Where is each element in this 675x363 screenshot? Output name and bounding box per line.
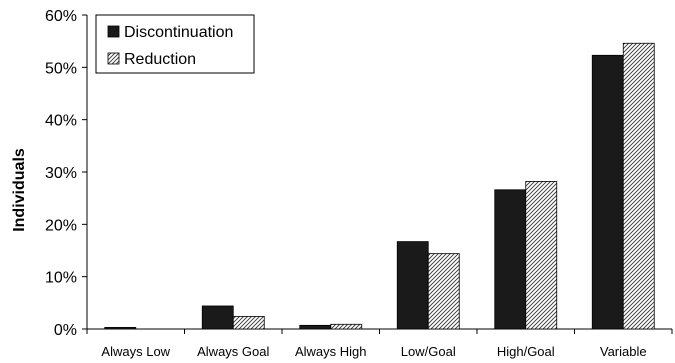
bars	[104, 42, 655, 330]
legend-swatch-discontinuation	[107, 25, 120, 38]
bar-reduction-always-goal	[232, 316, 265, 330]
legend-box	[95, 14, 255, 74]
y-axis-title: Individuals	[11, 148, 28, 232]
y-tick-label: 20%	[45, 217, 77, 234]
legend-swatch-reduction	[107, 52, 120, 65]
legend-label-reduction: Reduction	[124, 51, 196, 68]
bar-reduction-low-goal	[427, 253, 460, 330]
bar-discontinuation-always-goal	[201, 305, 234, 330]
y-axis: 0% 10% 20% 30% 40% 50% 60%	[45, 8, 88, 339]
bar-reduction-high-goal	[525, 181, 558, 330]
bar-discontinuation-high-goal	[494, 189, 527, 330]
y-tick-label: 0%	[54, 322, 77, 339]
y-tick-label: 30%	[45, 165, 77, 182]
y-tick-label: 60%	[45, 8, 77, 25]
category-label: Variable	[600, 344, 647, 359]
y-tick-label: 40%	[45, 113, 77, 130]
category-label: Always Low	[101, 344, 170, 359]
category-label: Always Goal	[197, 344, 269, 359]
y-tick-label: 10%	[45, 270, 77, 287]
legend-label-discontinuation: Discontinuation	[124, 24, 233, 41]
y-tick-label: 50%	[45, 60, 77, 77]
legend: Discontinuation Reduction	[95, 14, 255, 74]
x-axis	[86, 328, 673, 334]
bar-discontinuation-variable	[591, 54, 624, 330]
bar-discontinuation-always-low	[104, 327, 137, 330]
category-label: Always High	[295, 344, 367, 359]
bar-reduction-always-high	[330, 323, 363, 330]
category-label: Low/Goal	[401, 344, 456, 359]
category-labels: Always Low Always Goal Always High Low/Goal…	[101, 344, 646, 359]
category-label: High/Goal	[497, 344, 555, 359]
bar-discontinuation-always-high	[299, 324, 332, 330]
bar-discontinuation-low-goal	[396, 241, 429, 330]
bar-reduction-variable	[622, 42, 655, 330]
